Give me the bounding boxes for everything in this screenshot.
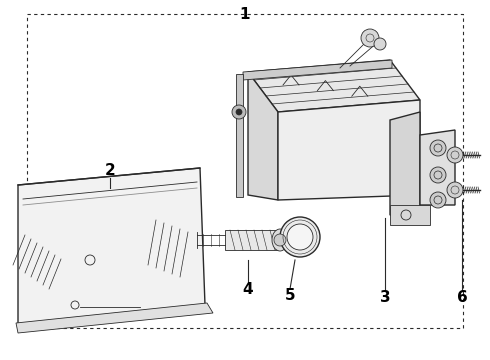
- Ellipse shape: [272, 229, 288, 251]
- Circle shape: [361, 29, 379, 47]
- Text: 1: 1: [240, 6, 250, 22]
- Circle shape: [430, 140, 446, 156]
- Circle shape: [447, 147, 463, 163]
- Text: 2: 2: [105, 162, 115, 177]
- Polygon shape: [390, 205, 430, 225]
- Polygon shape: [248, 72, 278, 200]
- Circle shape: [287, 224, 313, 250]
- Polygon shape: [236, 74, 243, 197]
- Polygon shape: [225, 230, 280, 250]
- Circle shape: [280, 217, 320, 257]
- Circle shape: [274, 234, 286, 246]
- Text: 5: 5: [285, 288, 295, 303]
- Text: 3: 3: [380, 291, 391, 306]
- Text: 4: 4: [243, 283, 253, 297]
- Circle shape: [232, 105, 246, 119]
- Polygon shape: [18, 168, 205, 325]
- Circle shape: [447, 182, 463, 198]
- Circle shape: [430, 167, 446, 183]
- Bar: [27, 14, 463, 328]
- Polygon shape: [16, 303, 213, 333]
- Circle shape: [236, 109, 242, 115]
- Polygon shape: [278, 100, 420, 200]
- Polygon shape: [420, 130, 455, 205]
- Circle shape: [430, 192, 446, 208]
- Polygon shape: [243, 60, 392, 80]
- Polygon shape: [248, 60, 420, 112]
- Circle shape: [374, 38, 386, 50]
- Polygon shape: [390, 112, 420, 215]
- Text: 6: 6: [457, 291, 467, 306]
